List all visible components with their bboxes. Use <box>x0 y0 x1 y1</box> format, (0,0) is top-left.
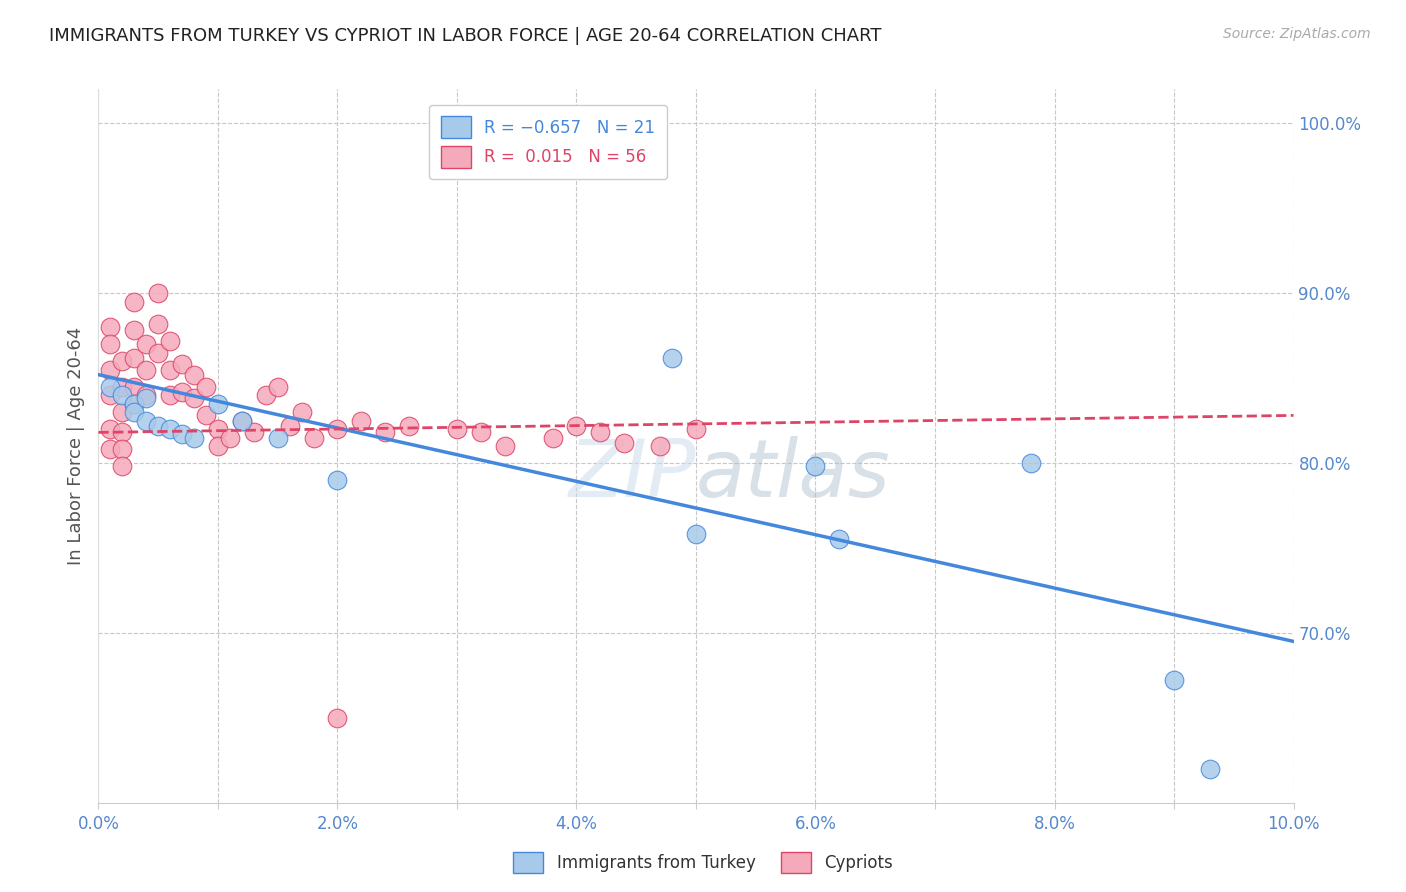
Point <box>124 379 146 393</box>
Point <box>565 418 588 433</box>
Point <box>326 711 349 725</box>
Point <box>148 317 170 331</box>
Point <box>159 388 181 402</box>
Point <box>98 320 122 334</box>
Point <box>1199 762 1222 776</box>
Point <box>207 396 229 410</box>
Point <box>207 439 229 453</box>
Point <box>159 422 181 436</box>
Point <box>326 473 349 487</box>
Point <box>148 345 170 359</box>
Point <box>124 405 146 419</box>
Point <box>98 422 122 436</box>
Point <box>98 442 122 457</box>
Point <box>159 362 181 376</box>
Point <box>98 337 122 351</box>
Point <box>111 405 134 419</box>
Point <box>243 425 266 440</box>
Point <box>98 388 122 402</box>
Point <box>326 422 349 436</box>
Point <box>111 425 134 440</box>
Text: Source: ZipAtlas.com: Source: ZipAtlas.com <box>1223 27 1371 41</box>
Point <box>828 533 851 547</box>
Point <box>302 430 325 444</box>
Point <box>111 442 134 457</box>
Point <box>207 422 229 436</box>
Point <box>254 388 277 402</box>
Point <box>1163 673 1185 688</box>
Point <box>350 413 373 427</box>
Point <box>172 384 194 399</box>
Point <box>135 413 157 427</box>
Point <box>231 413 253 427</box>
Point <box>685 527 707 541</box>
Point <box>135 337 157 351</box>
Point <box>650 439 672 453</box>
Text: IMMIGRANTS FROM TURKEY VS CYPRIOT IN LABOR FORCE | AGE 20-64 CORRELATION CHART: IMMIGRANTS FROM TURKEY VS CYPRIOT IN LAB… <box>49 27 882 45</box>
Point <box>124 294 146 309</box>
Text: ZIP: ZIP <box>568 435 696 514</box>
Y-axis label: In Labor Force | Age 20-64: In Labor Force | Age 20-64 <box>66 326 84 566</box>
Point <box>183 430 205 444</box>
Point <box>148 286 170 301</box>
Point <box>111 379 134 393</box>
Point <box>195 379 218 393</box>
Point <box>541 430 564 444</box>
Point <box>494 439 516 453</box>
Point <box>267 430 290 444</box>
Point <box>291 405 314 419</box>
Point <box>124 396 146 410</box>
Point <box>398 418 420 433</box>
Point <box>219 430 242 444</box>
Point <box>195 409 218 423</box>
Point <box>124 351 146 365</box>
Point <box>685 422 707 436</box>
Point <box>98 362 122 376</box>
Point <box>1019 456 1042 470</box>
Point <box>446 422 468 436</box>
Point <box>231 413 253 427</box>
Point <box>135 392 157 406</box>
Point <box>111 354 134 368</box>
Point <box>135 388 157 402</box>
Point <box>470 425 492 440</box>
Point <box>183 368 205 382</box>
Point <box>278 418 301 433</box>
Point <box>124 396 146 410</box>
Point <box>159 334 181 348</box>
Point <box>172 358 194 372</box>
Point <box>124 323 146 337</box>
Point <box>613 435 636 450</box>
Point <box>172 427 194 442</box>
Point <box>267 379 290 393</box>
Point <box>589 425 612 440</box>
Point <box>804 459 827 474</box>
Legend: R = −0.657   N = 21, R =  0.015   N = 56: R = −0.657 N = 21, R = 0.015 N = 56 <box>429 104 666 179</box>
Point <box>111 388 134 402</box>
Point <box>148 418 170 433</box>
Point <box>135 362 157 376</box>
Point <box>111 459 134 474</box>
Point <box>661 351 683 365</box>
Text: atlas: atlas <box>696 435 891 514</box>
Legend: Immigrants from Turkey, Cypriots: Immigrants from Turkey, Cypriots <box>506 846 900 880</box>
Point <box>183 392 205 406</box>
Point <box>374 425 396 440</box>
Point <box>98 379 122 393</box>
